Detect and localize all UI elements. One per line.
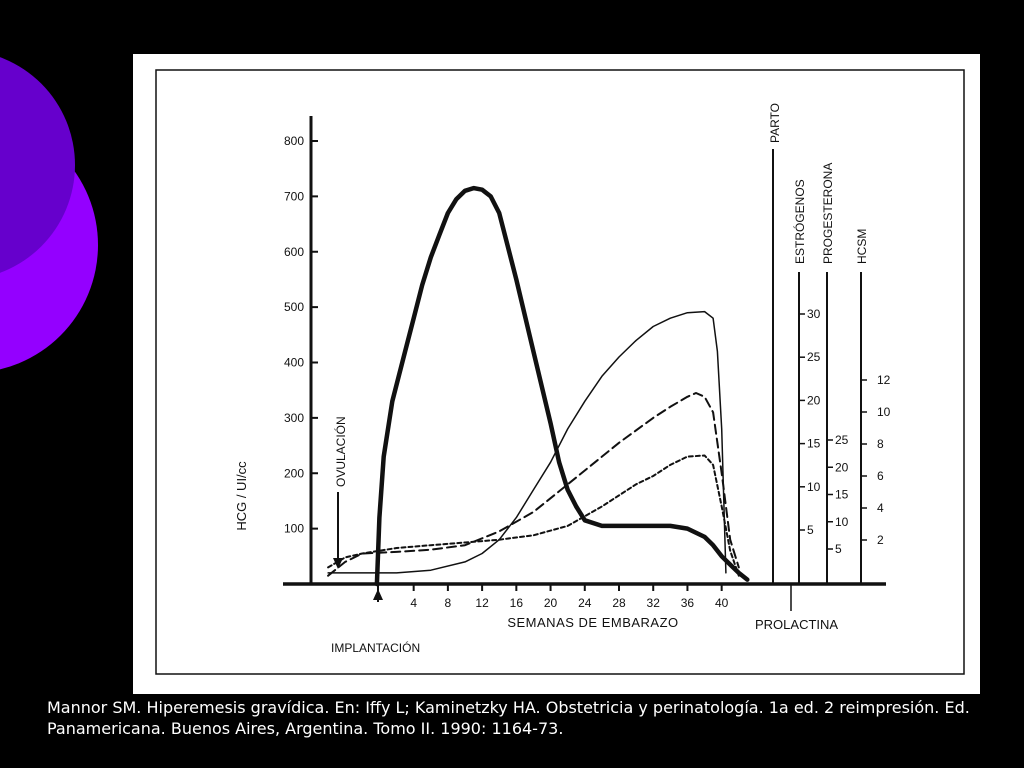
right-tick-label: 20	[807, 393, 821, 407]
x-tick-label: 20	[544, 596, 558, 610]
x-tick-label: 24	[578, 596, 592, 610]
right-tick-label: 8	[877, 437, 884, 451]
y-tick-label: 200	[284, 466, 304, 480]
figure-caption: Mannor SM. Hiperemesis gravídica. En: If…	[47, 698, 970, 738]
annotation-ovulation: OVULACIÓN	[333, 416, 348, 487]
right-tick-label: 12	[877, 373, 891, 387]
right-axis-progesterone: PROGESTERONA 5 10 15 20 25	[821, 163, 849, 584]
x-tick-label: 40	[715, 596, 729, 610]
series-line-dashed	[327, 392, 740, 577]
series-line-thin	[327, 310, 727, 574]
annotation-prolactin: PROLACTINA	[755, 617, 838, 632]
right-axis-estrogens-label: ESTRÓGENOS	[792, 179, 807, 264]
y-tick-label: 500	[284, 300, 304, 314]
series-layer	[327, 185, 750, 587]
decorative-circle-inner	[0, 57, 75, 273]
right-tick-label: 25	[807, 350, 821, 364]
right-tick-label: 6	[877, 469, 884, 483]
right-tick-label: 10	[835, 515, 849, 529]
right-tick-label: 4	[877, 501, 884, 515]
y-tick-label: 800	[284, 134, 304, 148]
x-tick-label: 8	[445, 596, 452, 610]
right-tick-label: 5	[835, 542, 842, 556]
right-tick-label: 30	[807, 307, 821, 321]
y-tick-label: 100	[284, 522, 304, 536]
annotation-delivery: PARTO	[768, 103, 782, 143]
x-tick-label: 16	[510, 596, 524, 610]
right-tick-label: 20	[835, 460, 849, 474]
x-tick-label: 36	[681, 596, 695, 610]
figure-card: 100 200 300 400 500 600 700 800 4 8 12 16 20 24 28 32 3…	[133, 54, 980, 694]
y-tick-label: 300	[284, 411, 304, 425]
y-tick-label: 700	[284, 189, 304, 203]
x-tick-label: 4	[410, 596, 417, 610]
right-tick-label: 5	[807, 523, 814, 537]
x-tick-label: 28	[612, 596, 626, 610]
series-line-dotted	[327, 454, 740, 577]
annotation-implantation: IMPLANTACIÓN	[331, 640, 420, 655]
series-line-thick	[374, 185, 750, 587]
right-tick-label: 10	[807, 480, 821, 494]
x-axis-label: SEMANAS DE EMBARAZO	[507, 615, 678, 630]
y-tick-label: 600	[284, 245, 304, 259]
right-axis-hcsm-label: HCSM	[855, 229, 869, 264]
implantation-arrow-head	[373, 589, 383, 600]
right-tick-label: 15	[835, 488, 849, 502]
right-axis-progesterone-ticks: 5 10 15 20 25	[827, 433, 849, 556]
right-axis-estrogens: ESTRÓGENOS 5 10 15 20 25 30	[792, 179, 821, 584]
right-tick-label: 2	[877, 533, 884, 547]
y-ticks: 100 200 300 400 500 600 700 800	[284, 134, 318, 536]
right-tick-label: 25	[835, 433, 849, 447]
right-tick-label: 10	[877, 405, 891, 419]
x-tick-label: 12	[475, 596, 489, 610]
x-tick-label: 32	[647, 596, 661, 610]
y-axis-label: HCG / UI/cc	[234, 461, 249, 531]
right-axis-progesterone-label: PROGESTERONA	[821, 163, 835, 264]
right-axis-hcsm-ticks: 2 4 6 8 10 12	[861, 373, 891, 547]
figure-frame	[155, 69, 965, 675]
right-axis-estrogens-ticks: 5 10 15 20 25 30	[799, 307, 821, 537]
x-ticks: 4 8 12 16 20 24 28 32 36 40	[410, 584, 729, 610]
decorative-circles	[0, 57, 98, 370]
y-tick-label: 400	[284, 356, 304, 370]
right-tick-label: 15	[807, 437, 821, 451]
right-axis-hcsm: HCSM 2 4 6 8 10 12	[855, 229, 891, 584]
